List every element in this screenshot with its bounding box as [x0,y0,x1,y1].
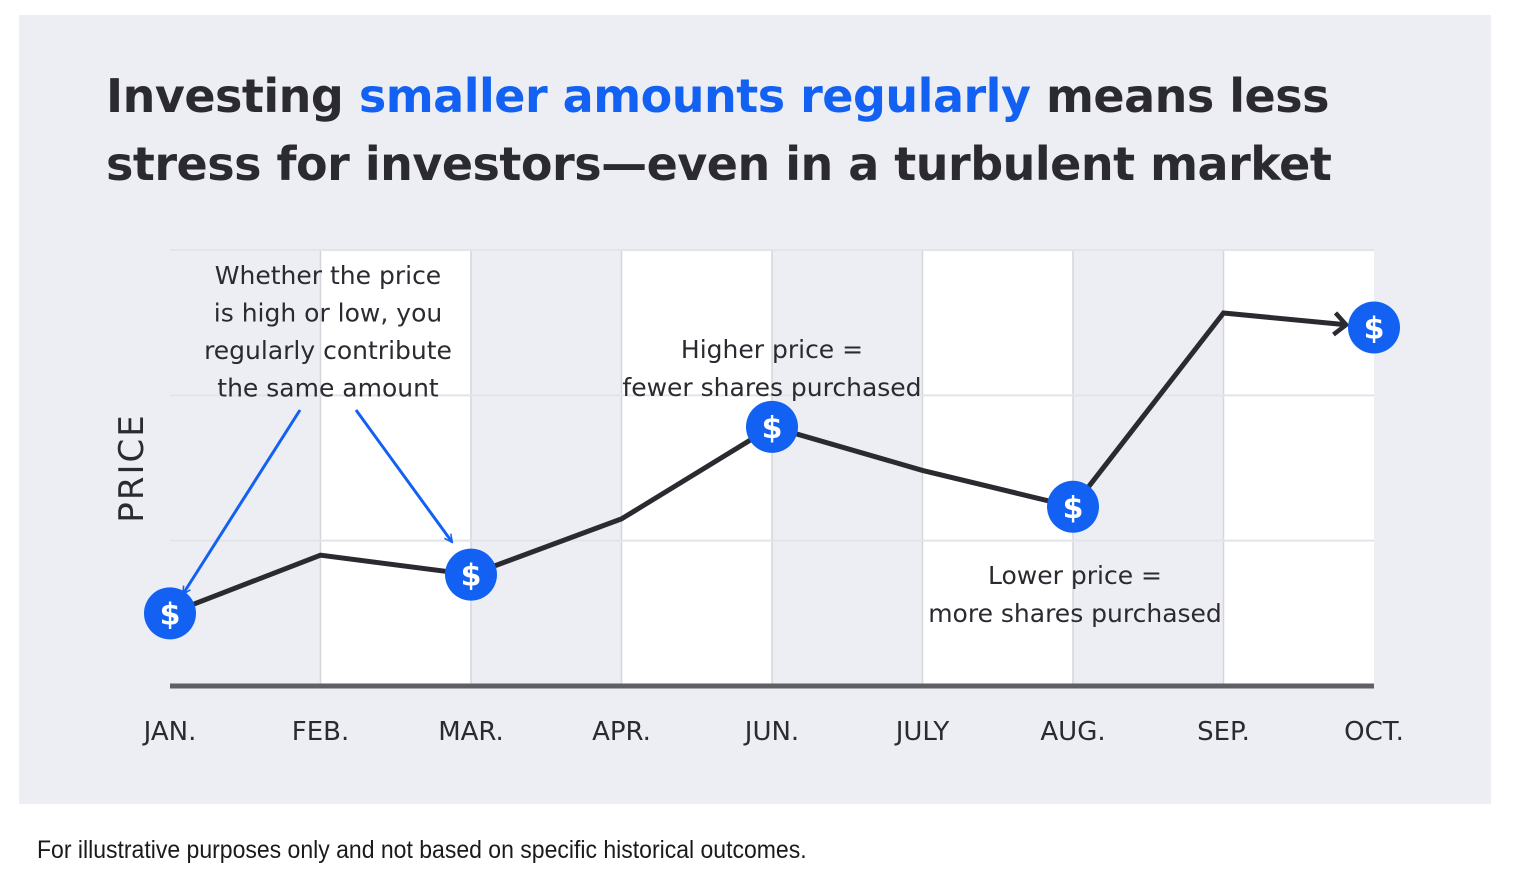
dollar-coin-circle-2 [445,548,497,601]
dollar-sign-6: $ [1063,491,1084,526]
title-part-2: means less stress for investors—even in … [106,69,1332,191]
footnote: For illustrative purposes only and not b… [37,836,807,864]
dollar-sign-8: $ [1364,312,1385,347]
arrow-icon-to-jan [181,409,302,594]
annotation-lower-line-1: more shares purchased [928,599,1222,628]
band-1 [320,250,471,686]
dollar-sign-2: $ [461,559,482,594]
annotation-contribute-line-3: the same amount [217,374,439,403]
dollar-coin-icon-0: $ [144,587,196,640]
y-axis-label: PRICE [112,413,152,522]
x-tick-label-1: FEB. [292,717,349,747]
dollar-coin-circle-0 [144,587,196,640]
dollar-coin-icon-6: $ [1047,480,1099,533]
annotation-contribute-line-0: Whether the price [215,261,441,290]
chart-title: Investing smaller amounts regularly mean… [106,62,1426,198]
x-tick-label-8: OCT. [1344,717,1404,747]
annotation-higher-line-1: fewer shares purchased [622,373,921,402]
line-arrowhead [1332,311,1350,337]
arrow-icon-to-mar [354,409,452,542]
x-tick-label-3: APR. [592,717,651,747]
annotations: Whether the price is high or low, you regu… [181,261,1222,628]
dollar-coin-circle-8 [1348,301,1400,354]
title-highlight: smaller amounts regularly [358,69,1031,123]
annotation-higher-line-0: Higher price = [681,335,863,364]
band-5 [922,250,1073,686]
annotation-lower-line-0: Lower price = [988,561,1162,590]
x-tick-label-7: SEP. [1197,717,1250,747]
gridlines [170,249,1374,542]
dollar-coin-circle-6 [1047,480,1099,533]
x-tick-label-4: JUN. [743,717,799,747]
x-tick-label-5: JULY [894,717,950,747]
dollar-coin-icon-8: $ [1348,301,1400,354]
dollar-sign-0: $ [160,597,181,632]
dollar-coin-icon-2: $ [445,548,497,601]
x-tick-label-6: AUG. [1040,717,1105,747]
price-markers: $ $ $ $ $ [144,301,1400,640]
dollar-coin-circle-4 [746,400,798,453]
x-tick-labels: JAN. FEB. MAR. APR. JUN. JULY AUG. SEP. OCT. [142,717,1404,747]
y-axis-label-group: PRICE [112,413,152,522]
dollar-coin-icon-4: $ [746,400,798,453]
annotation-contribute-line-2: regularly contribute [204,336,452,365]
title-part-1: Investing [106,69,359,123]
x-tick-label-0: JAN. [142,717,197,747]
band-3 [621,250,772,686]
dollar-sign-4: $ [762,411,783,446]
x-tick-label-2: MAR. [438,717,504,747]
annotation-contribute-line-1: is high or low, you [214,299,442,328]
